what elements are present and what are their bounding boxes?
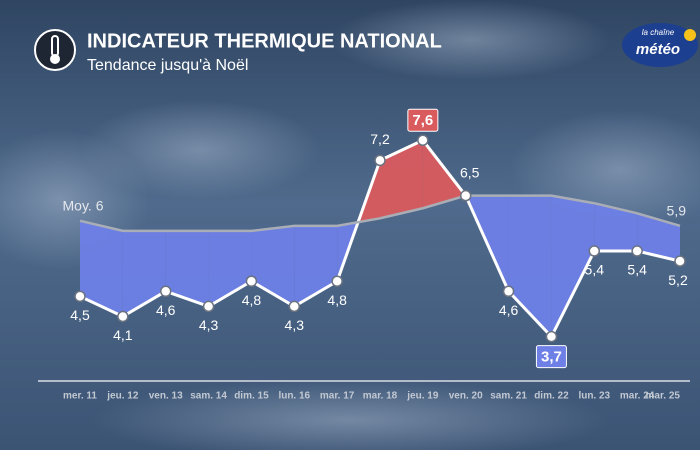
x-tick-label: mer. 11 <box>63 391 97 402</box>
point <box>459 189 472 202</box>
point <box>502 285 515 298</box>
logo-bottom: météo <box>636 41 680 58</box>
x-tick-label: lun. 23 <box>578 391 610 402</box>
point <box>631 245 643 257</box>
title: INDICATEUR THERMIQUE NATIONAL <box>87 30 442 52</box>
cloud <box>90 380 610 455</box>
point <box>288 300 301 313</box>
x-tick-label: dim. 22 <box>534 391 569 402</box>
deviation-area <box>637 213 680 262</box>
point <box>202 300 215 313</box>
point <box>74 290 86 303</box>
x-tick-label: jeu. 12 <box>106 391 139 402</box>
value-label: 4,6 <box>499 302 519 318</box>
point <box>331 275 343 287</box>
value-label: 4,3 <box>199 317 219 333</box>
x-tick-label: mar. 24 <box>620 391 655 402</box>
x-tick-label: jeu. 19 <box>406 391 439 402</box>
deviation-area <box>594 203 638 252</box>
subtitle: Tendance jusqu'à Noël <box>87 57 248 74</box>
value-label: 4,6 <box>156 302 176 318</box>
normal-line <box>79 194 681 233</box>
value-label: 5,2 <box>668 272 688 288</box>
x-tick-label: dim. 15 <box>234 391 269 402</box>
normal-label: 5,9 <box>667 203 687 219</box>
logo-top: la chaîne <box>642 28 675 37</box>
value-label: 4,1 <box>113 327 133 343</box>
highlight-box <box>535 345 567 369</box>
deviation-area <box>80 220 123 317</box>
point <box>588 245 601 257</box>
point <box>417 134 429 147</box>
value-label: 6,5 <box>460 164 480 180</box>
x-tick-label: sam. 21 <box>490 391 527 402</box>
value-label: 5,4 <box>585 262 605 278</box>
deviation-area <box>551 195 595 337</box>
value-label: 4,8 <box>242 292 262 308</box>
x-tick-label: sam. 14 <box>190 391 227 402</box>
thermometer-icon <box>34 29 76 71</box>
x-tick-label: lun. 16 <box>278 391 310 402</box>
x-tick-label: mar. 25 <box>646 391 681 402</box>
value-label: 7,6 <box>412 112 433 129</box>
value-label: 4,8 <box>327 292 347 308</box>
highlight-box <box>407 108 439 132</box>
deviation-area <box>380 140 423 219</box>
deviation-area <box>165 230 209 307</box>
x-tick-label: mar. 17 <box>320 391 355 402</box>
x-tick-label: ven. 13 <box>149 391 183 402</box>
value-label: 5,4 <box>627 262 647 278</box>
point <box>159 285 172 298</box>
logo: la chaîne météo <box>622 23 698 67</box>
deviation-area <box>122 230 166 317</box>
x-tick-label: mar. 18 <box>363 391 398 402</box>
value-label: 4,3 <box>285 317 305 333</box>
value-label: 7,2 <box>370 131 390 147</box>
cloud <box>330 0 610 80</box>
point <box>545 330 558 343</box>
value-label: 3,7 <box>541 349 562 366</box>
value-label: 4,5 <box>70 307 90 323</box>
point <box>245 275 258 287</box>
point <box>674 255 686 267</box>
point <box>374 154 386 167</box>
normal-label: Moy. 6 <box>63 198 104 214</box>
x-tick-label: ven. 20 <box>449 391 483 402</box>
deviation-area <box>422 140 466 209</box>
point <box>117 310 129 323</box>
